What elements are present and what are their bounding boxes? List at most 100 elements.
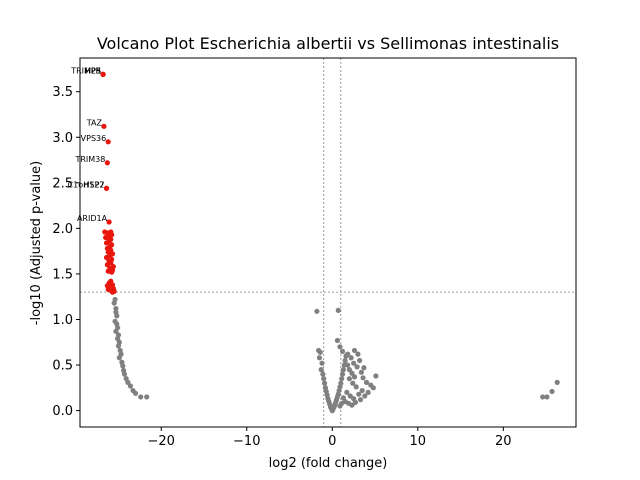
point-significant-14 [103,234,109,241]
gene-label-1: HPS [85,66,101,75]
point-significant-8 [106,219,112,225]
point-significant-2 [100,71,106,77]
point-nonsignificant-26 [144,394,150,400]
point-nonsignificant-94 [337,403,343,409]
point-nonsignificant-83 [356,391,362,397]
point-nonsignificant-62 [334,337,341,344]
point-nonsignificant-30 [317,349,323,355]
point-nonsignificant-2 [113,305,119,312]
point-nonsignificant-28 [335,307,341,313]
y-tick-label-5: 2.5 [52,176,73,191]
point-nonsignificant-24 [132,390,139,396]
point-nonsignificant-60 [342,357,348,364]
point-nonsignificant-33 [318,367,324,373]
x-tick-label-2: 0 [328,434,336,449]
gene-label-3: TAZ [86,118,103,127]
point-nonsignificant-27 [314,308,320,314]
point-nonsignificant-103 [549,388,555,395]
point-nonsignificant-55 [338,380,344,386]
point-significant-25 [103,254,110,261]
point-nonsignificant-19 [121,371,128,377]
point-nonsignificant-4 [114,313,120,319]
y-tick-label-6: 3.0 [52,131,73,146]
point-nonsignificant-88 [352,399,358,405]
y-tick-label-4: 2.0 [52,222,73,237]
point-nonsignificant-31 [316,355,323,361]
point-nonsignificant-68 [355,351,361,357]
point-nonsignificant-92 [340,395,346,401]
point-significant-45 [109,289,116,295]
point-significant-34 [109,269,115,275]
point-nonsignificant-102 [544,394,550,400]
point-significant-3 [101,123,107,129]
point-nonsignificant-64 [339,348,346,354]
point-nonsignificant-95 [346,367,352,373]
point-significant-5 [104,160,110,166]
point-nonsignificant-73 [363,379,370,385]
y-tick-label-7: 3.5 [52,85,73,100]
point-nonsignificant-98 [345,362,351,368]
point-nonsignificant-70 [354,364,360,370]
gene-label-0: TRIM25 [70,66,101,75]
point-nonsignificant-96 [349,370,355,376]
point-significant-29 [104,262,110,268]
point-nonsignificant-17 [120,363,126,369]
y-tick-label-0: 0.0 [52,404,73,419]
gene-label-7: HSP7 [83,180,104,189]
point-nonsignificant-36 [321,380,328,386]
point-nonsignificant-57 [339,371,346,377]
y-tick-label-3: 1.5 [52,267,73,282]
point-nonsignificant-78 [350,380,356,386]
point-nonsignificant-89 [357,397,364,403]
point-nonsignificant-100 [361,365,367,371]
point-significant-17 [103,240,110,246]
y-tick-label-2: 1.0 [52,313,73,328]
point-nonsignificant-34 [320,371,326,377]
point-nonsignificant-79 [353,384,359,390]
x-tick-label-4: 20 [495,434,512,449]
point-nonsignificant-25 [138,394,144,400]
point-nonsignificant-84 [359,387,365,394]
point-nonsignificant-90 [362,393,368,399]
axes-frame [79,57,577,428]
y-axis-title: -log10 (Adjusted p-value) [29,161,44,325]
x-tick-label-1: −10 [233,434,260,449]
point-nonsignificant-12 [115,343,122,349]
point-nonsignificant-1 [111,300,117,306]
point-nonsignificant-8 [113,328,119,334]
point-nonsignificant-21 [125,379,131,385]
point-nonsignificant-66 [348,355,354,361]
point-nonsignificant-22 [127,383,134,389]
point-nonsignificant-71 [358,369,364,375]
gene-label-2: HPR [85,66,102,75]
point-nonsignificant-32 [319,360,325,366]
x-tick-label-0: −20 [148,434,175,449]
point-nonsignificant-65 [345,351,351,357]
point-nonsignificant-69 [357,357,363,364]
gene-label-4: VPS36 [81,134,107,143]
point-significant-7 [103,185,110,191]
y-tick-label-1: 0.5 [52,359,73,374]
gene-label-6: C1orf122 [68,180,105,189]
point-nonsignificant-75 [373,373,379,379]
point-nonsignificant-101 [540,394,546,400]
gene-label-5: TRIM38 [74,155,105,164]
point-nonsignificant-15 [116,355,122,361]
point-nonsignificant-80 [344,389,350,395]
point-nonsignificant-91 [365,389,371,395]
point-significant-4 [105,139,111,145]
point-nonsignificant-63 [337,344,343,350]
point-significant-11 [102,229,108,235]
point-nonsignificant-67 [351,347,358,354]
point-nonsignificant-104 [554,379,560,385]
x-axis-title: log2 (fold change) [269,456,388,471]
point-nonsignificant-35 [321,376,327,382]
point-nonsignificant-99 [351,360,357,366]
chart-title: Volcano Plot Escherichia albertii vs Sel… [97,34,559,53]
x-tick-label-3: 10 [410,434,427,449]
point-nonsignificant-77 [346,376,352,382]
